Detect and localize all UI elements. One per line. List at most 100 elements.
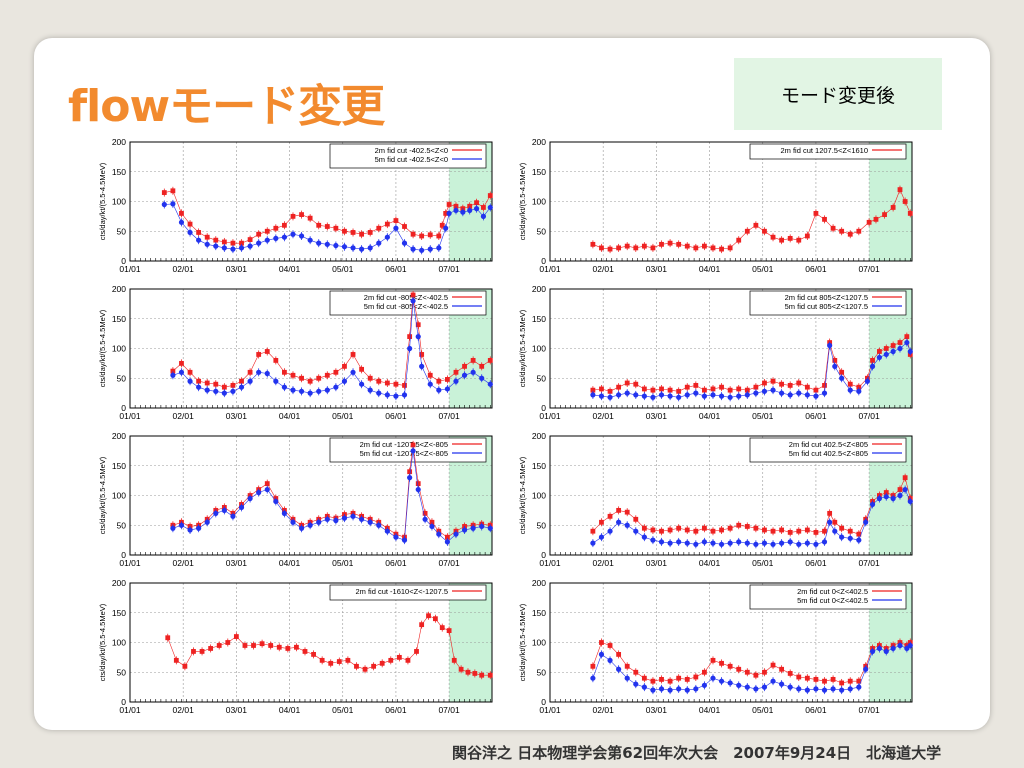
- data-point: [487, 672, 493, 678]
- series-line: [172, 294, 491, 388]
- data-point: [453, 378, 459, 384]
- data-point: [281, 510, 288, 516]
- data-point: [753, 384, 759, 390]
- x-tick-label: 05/01: [332, 705, 354, 715]
- data-point: [883, 494, 889, 500]
- data-point: [298, 388, 305, 394]
- data-point: [367, 375, 373, 381]
- data-point: [341, 244, 348, 250]
- series-line: [172, 444, 491, 538]
- data-point: [268, 643, 274, 648]
- plot-frame: [549, 141, 913, 262]
- chart-7: 01/01 02/01 03/01 04/01 05/01 06/01 07/01 0 50 10…: [518, 578, 913, 715]
- data-point: [770, 387, 776, 393]
- x-tick-label: 07/01: [858, 264, 880, 274]
- data-point: [179, 360, 184, 366]
- data-point: [446, 628, 452, 633]
- data-point: [367, 245, 373, 251]
- data-point: [384, 380, 390, 386]
- data-point: [487, 525, 493, 531]
- data-point: [904, 334, 910, 339]
- data-point: [251, 643, 256, 648]
- data-point: [179, 211, 184, 216]
- data-point: [467, 203, 473, 209]
- legend-entry: 5m fid cut -805<Z<-402.5: [364, 302, 448, 311]
- data-point: [376, 522, 382, 528]
- x-tick-label: 02/01: [173, 558, 195, 568]
- y-tick-label: 50: [117, 520, 127, 530]
- data-point: [290, 231, 296, 237]
- data-point: [307, 378, 313, 384]
- data-point: [736, 666, 742, 672]
- data-point: [242, 643, 248, 648]
- data-point: [401, 240, 408, 246]
- data-point: [684, 687, 690, 693]
- data-point: [710, 528, 716, 534]
- data-point: [822, 528, 827, 534]
- data-point: [822, 216, 827, 222]
- data-point: [607, 388, 613, 394]
- x-tick-label: 04/01: [699, 411, 721, 421]
- data-point: [333, 242, 339, 249]
- data-point: [804, 392, 810, 398]
- data-point: [650, 245, 656, 251]
- data-point: [307, 390, 313, 396]
- data-point: [451, 657, 457, 663]
- y-tick-label: 150: [112, 167, 126, 177]
- data-point: [897, 487, 903, 492]
- data-point: [907, 211, 913, 216]
- data-point: [641, 393, 647, 399]
- data-point: [191, 649, 196, 654]
- x-tick-label: 07/01: [438, 264, 460, 274]
- data-point: [839, 525, 845, 531]
- legend-entry: 5m fid cut 402.5<Z<805: [789, 449, 868, 458]
- data-point: [436, 233, 442, 239]
- data-point: [264, 228, 270, 234]
- data-point: [410, 246, 416, 252]
- data-point: [624, 243, 630, 249]
- data-point: [787, 539, 793, 545]
- data-point: [336, 659, 342, 664]
- data-point: [710, 245, 716, 251]
- data-point: [753, 525, 759, 531]
- data-point: [856, 684, 862, 690]
- legend-entry: 2m fid cut 805<Z<1207.5: [785, 293, 868, 302]
- y-tick-label: 150: [112, 314, 126, 324]
- data-point: [839, 228, 845, 234]
- legend-entry: 2m fid cut 1207.5<Z<1610: [780, 146, 868, 155]
- data-point: [676, 241, 682, 247]
- data-point: [290, 519, 296, 525]
- data-point: [402, 224, 407, 229]
- y-tick-label: 0: [121, 403, 126, 413]
- data-point: [590, 392, 596, 398]
- data-point: [598, 651, 605, 657]
- data-point: [590, 540, 596, 546]
- data-point: [727, 663, 733, 669]
- data-point: [736, 682, 742, 688]
- data-point: [333, 384, 339, 390]
- data-point: [907, 348, 913, 355]
- data-point: [616, 519, 622, 525]
- data-point: [779, 681, 785, 687]
- data-point: [676, 686, 682, 692]
- x-tick-label: 03/01: [646, 558, 668, 568]
- data-point: [461, 372, 468, 378]
- x-tick-label: 07/01: [858, 558, 880, 568]
- data-point: [328, 660, 334, 666]
- data-point: [290, 372, 296, 378]
- data-point: [753, 686, 759, 692]
- y-tick-label: 0: [121, 550, 126, 560]
- data-point: [744, 684, 750, 690]
- data-point: [804, 687, 810, 693]
- data-point: [196, 378, 202, 384]
- data-point: [641, 675, 647, 681]
- data-point: [633, 669, 639, 675]
- legend-entry: 2m fid cut 402.5<Z<805: [789, 440, 868, 449]
- data-point: [259, 641, 265, 647]
- data-point: [897, 345, 903, 352]
- data-point: [298, 525, 305, 531]
- data-point: [839, 534, 845, 540]
- x-tick-label: 03/01: [646, 705, 668, 715]
- data-point: [204, 234, 210, 240]
- data-point: [444, 539, 450, 545]
